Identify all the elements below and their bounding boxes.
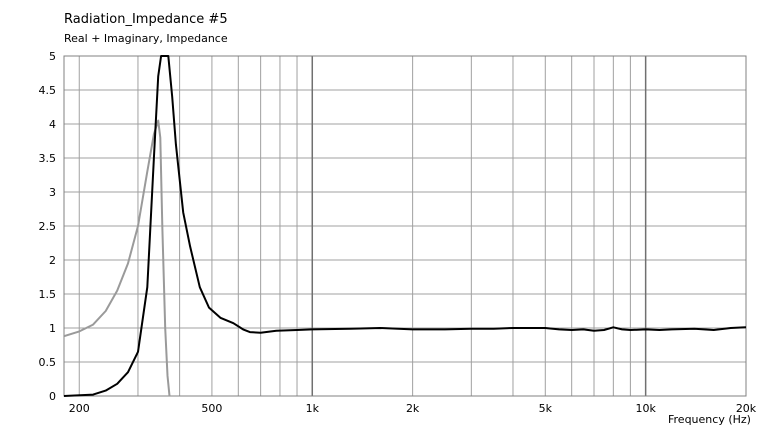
y-tick-label: 2.5	[39, 220, 57, 233]
series-line	[64, 55, 746, 397]
chart-subtitle: Real + Imaginary, Impedance	[64, 32, 228, 45]
x-tick-label: 20k	[736, 402, 757, 415]
x-axis-label: Frequency (Hz)	[668, 413, 751, 426]
y-tick-label: 2	[49, 254, 56, 267]
x-tick-label: 2k	[406, 402, 420, 415]
y-tick-label: 0.5	[39, 356, 57, 369]
x-tick-label: 200	[69, 402, 90, 415]
y-tick-label: 3.5	[39, 152, 57, 165]
y-tick-label: 0	[49, 390, 56, 403]
x-tick-label: 10k	[635, 402, 656, 415]
chart-title: Radiation_Impedance #5	[64, 12, 228, 27]
y-tick-label: 1.5	[39, 288, 57, 301]
x-tick-label: 1k	[306, 402, 320, 415]
plot-frame	[63, 55, 747, 397]
x-tick-label: 500	[201, 402, 222, 415]
y-tick-label: 4	[49, 118, 56, 131]
y-tick-label: 3	[49, 186, 56, 199]
y-tick-label: 1	[49, 322, 56, 335]
series-line	[64, 119, 171, 397]
y-tick-label: 4.5	[39, 84, 57, 97]
x-tick-label: 5k	[539, 402, 553, 415]
y-tick-label: 5	[49, 50, 56, 63]
